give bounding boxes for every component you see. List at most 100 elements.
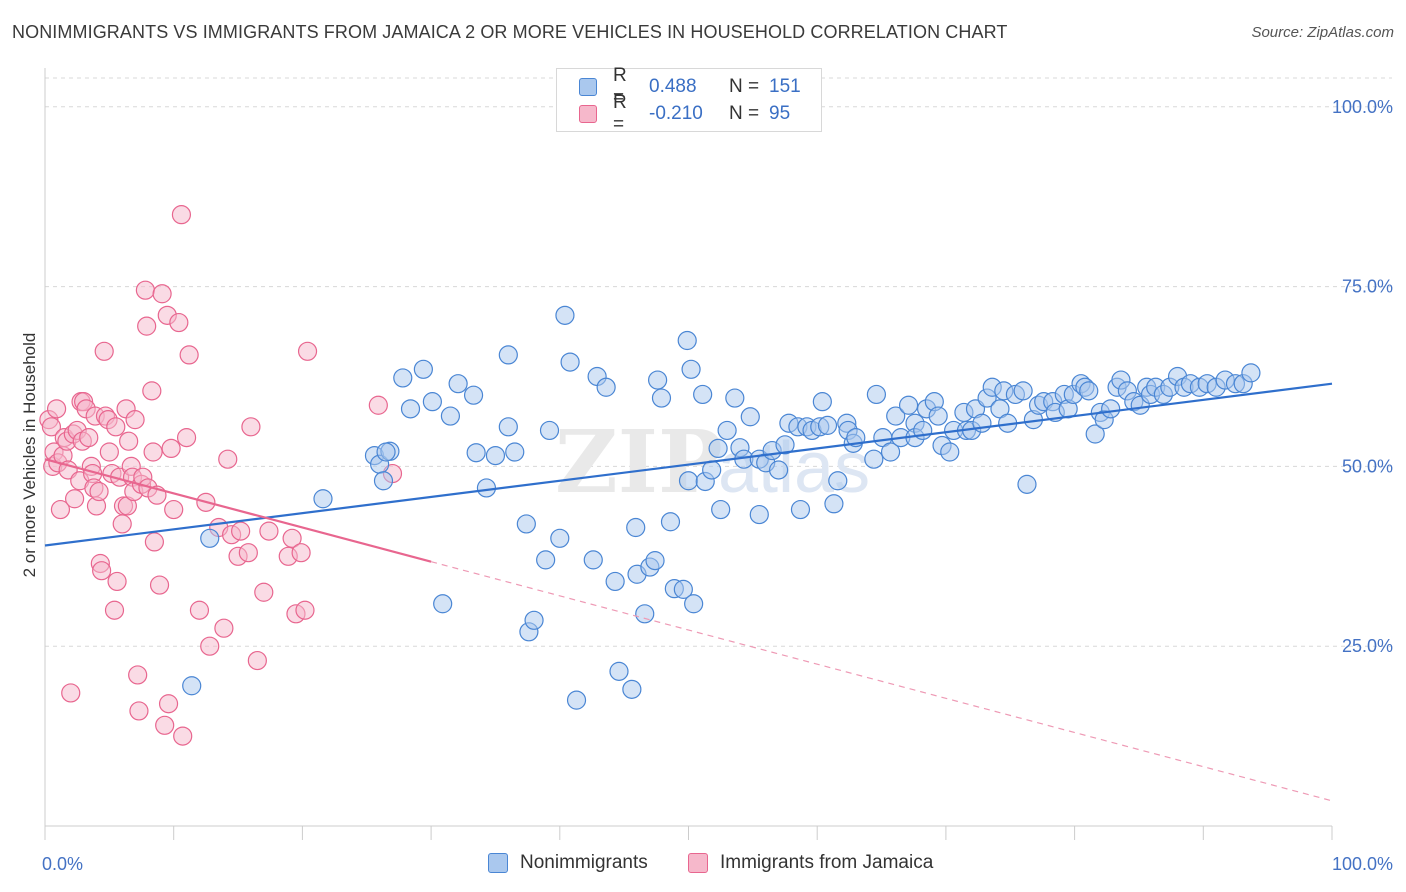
immigrants-point <box>92 561 112 581</box>
immigrants-point <box>368 395 388 415</box>
nonimmigrants-point <box>560 352 580 372</box>
correlation-legend: R = 0.488 N = 151 R = -0.210 N = 95 <box>556 65 822 135</box>
immigrants-point <box>125 410 145 430</box>
immigrants-point <box>135 280 155 300</box>
nonimmigrants-point <box>866 384 887 405</box>
nonimmigrants-points <box>182 305 1261 710</box>
nonimmigrants-point <box>684 594 704 614</box>
nonimmigrants-point <box>898 395 919 415</box>
immigrants-point <box>179 345 199 365</box>
x-tick-label: 0.0% <box>42 854 83 874</box>
nonimmigrants-point <box>550 528 570 548</box>
legend-row-immigrants: R = -0.210 N = 95 <box>579 92 790 135</box>
nonimmigrants-point <box>824 494 844 514</box>
immigrants-point <box>144 532 164 552</box>
nonimmigrants-point <box>1241 363 1261 383</box>
nonimmigrants-point <box>393 368 413 388</box>
nonimmigrants-point <box>1079 381 1099 401</box>
nonimmigrants-point <box>790 499 811 520</box>
legend-item-nonimmigrants: Nonimmigrants <box>488 852 648 874</box>
immigrants-point <box>119 431 139 451</box>
legend-label-immigrants: Immigrants from Jamaica <box>720 852 934 873</box>
nonimmigrants-point <box>313 489 333 509</box>
immigrants-point <box>291 543 311 563</box>
immigrants-point <box>106 417 126 437</box>
immigrants-point <box>200 636 220 656</box>
nonimmigrants-point <box>812 392 832 412</box>
axis-layer <box>44 68 1333 840</box>
nonimmigrants-point <box>498 345 518 365</box>
immigrants-point <box>254 582 274 602</box>
immigrants-point <box>142 381 162 401</box>
nonimmigrants-point <box>673 579 693 599</box>
nonimmigrants-point <box>940 442 960 462</box>
nonimmigrants-point <box>678 471 699 491</box>
immigrants-point <box>79 428 99 448</box>
nonimmigrants-point <box>376 442 396 462</box>
nonimmigrants-point <box>433 594 453 614</box>
immigrants-point <box>231 521 251 541</box>
legend-n-label: N = <box>729 103 760 124</box>
immigrants-point <box>158 694 179 714</box>
immigrants-point <box>155 715 175 735</box>
nonimmigrants-point <box>693 384 713 405</box>
nonimmigrants-point <box>536 550 556 570</box>
nonimmigrants-point <box>817 415 838 435</box>
nonimmigrants-point <box>886 406 906 426</box>
nonimmigrants-point <box>596 377 616 397</box>
immigrants-point <box>107 571 127 592</box>
nonimmigrants-point <box>828 471 848 491</box>
immigrants-point <box>238 543 258 563</box>
legend-swatch-blue-icon <box>579 78 597 96</box>
legend-r-value: -0.210 <box>649 103 703 124</box>
nonimmigrants-point <box>1013 381 1033 401</box>
nonimmigrants-point <box>711 499 731 520</box>
nonimmigrants-point <box>1101 399 1121 419</box>
legend-label-nonimmigrants: Nonimmigrants <box>520 852 648 873</box>
y-tick-label: 75.0% <box>1342 277 1393 297</box>
immigrants-point <box>173 726 193 746</box>
watermark-text: ZIP <box>555 412 723 513</box>
legend-n-label: N = <box>729 76 760 97</box>
immigrants-point <box>171 205 192 225</box>
nonimmigrants-point <box>928 406 948 426</box>
nonimmigrants-point <box>524 610 544 630</box>
nonimmigrants-point <box>583 550 603 570</box>
legend-row-nonimmigrants: R = 0.488 N = 151 <box>579 65 801 108</box>
immigrants-point <box>41 417 62 437</box>
immigrants-point <box>61 683 81 703</box>
immigrants-point <box>128 665 148 685</box>
immigrants-point <box>149 575 170 595</box>
nonimmigrants-point <box>645 551 665 571</box>
immigrants-point <box>99 442 119 462</box>
nonimmigrants-point <box>200 528 220 548</box>
nonimmigrants-point <box>740 407 760 427</box>
immigrants-point <box>137 316 157 336</box>
nonimmigrants-point <box>505 442 525 462</box>
nonimmigrants-point <box>485 445 506 466</box>
immigrants-point <box>50 499 71 520</box>
y-axis-label: 2 or more Vehicles in Household <box>20 333 39 578</box>
nonimmigrants-point <box>864 449 884 469</box>
nonimmigrants-point <box>1017 474 1037 494</box>
nonimmigrants-point <box>677 330 697 351</box>
nonimmigrants-point <box>635 604 655 624</box>
y-tick-label: 100.0% <box>1332 97 1393 117</box>
source-label: Source: ZipAtlas.com <box>1251 24 1394 41</box>
nonimmigrants-point <box>463 385 484 405</box>
immigrants-trend-line-extension <box>430 561 1333 802</box>
immigrants-point <box>189 600 210 620</box>
nonimmigrants-point <box>566 690 587 710</box>
y-tick-label: 25.0% <box>1342 636 1393 656</box>
immigrants-point <box>152 284 172 304</box>
immigrants-point <box>129 701 149 721</box>
immigrants-point <box>46 399 67 419</box>
immigrants-from-jamaica-points <box>39 205 403 746</box>
nonimmigrants-point <box>605 571 625 592</box>
immigrants-point <box>282 528 302 548</box>
immigrants-point <box>89 481 109 502</box>
nonimmigrants-point <box>648 370 668 390</box>
immigrants-point <box>295 600 315 620</box>
legend-swatch-blue-icon <box>488 853 508 873</box>
